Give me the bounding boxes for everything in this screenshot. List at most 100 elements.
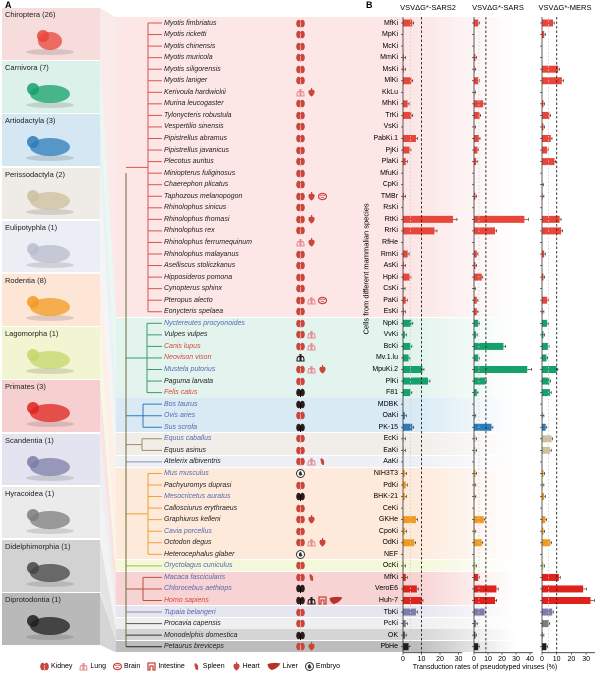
- group-band: [116, 560, 516, 571]
- bar: [403, 539, 415, 547]
- legend-label: Lung: [90, 663, 106, 670]
- order-connector: [100, 433, 116, 618]
- bar: [403, 262, 404, 270]
- organ-icons: [296, 538, 327, 548]
- kidney-icon: [296, 411, 305, 421]
- organ-icons: [296, 250, 305, 259]
- species-name: Monodelphis domestica: [164, 631, 238, 639]
- kidney-icon: [296, 515, 305, 525]
- bar: [542, 77, 562, 85]
- lung-icon: [307, 458, 316, 466]
- organ-icons: [296, 573, 316, 582]
- cell-line-label: RsKi: [383, 204, 398, 212]
- kidney-icon: [296, 227, 305, 236]
- bar: [474, 423, 492, 431]
- organ-icons: [296, 237, 316, 247]
- cell-line-label: CpoKi: [378, 527, 398, 535]
- organ-icons: [296, 584, 305, 594]
- treeshrew-illustration: [26, 455, 74, 481]
- lung-icon: [307, 597, 316, 605]
- organ-icons: [296, 30, 305, 40]
- kidney-icon: [296, 446, 305, 455]
- bar: [542, 597, 591, 604]
- organ-icons: [296, 411, 305, 421]
- cell-line-label: MhKi: [382, 100, 398, 108]
- legend-item-liver: Liver: [267, 662, 298, 671]
- bar: [542, 366, 557, 373]
- x-tick-label: 10: [552, 656, 561, 663]
- bar: [542, 65, 559, 73]
- order-connector: [100, 61, 116, 399]
- bar: [474, 516, 484, 524]
- hedgehog-illustration: [26, 242, 74, 268]
- kidney-icon: [296, 215, 305, 224]
- intestine-icon: [318, 596, 327, 605]
- bar: [542, 250, 545, 258]
- bar: [403, 377, 428, 385]
- kidney-icon: [296, 492, 305, 502]
- bar: [542, 435, 552, 443]
- order-box-dog: Carnivora (7): [2, 61, 100, 113]
- bar: [403, 192, 404, 200]
- bar: [403, 308, 404, 316]
- cell-line-label: MfKi: [384, 573, 398, 581]
- x-tick-label: 30: [454, 656, 463, 663]
- cell-line-label: EaKi: [383, 446, 398, 454]
- organ-icons: [296, 619, 305, 629]
- species-name: Cynopterus sphinx: [164, 285, 222, 293]
- group-band: [116, 467, 516, 560]
- cell-line-label: OK: [387, 631, 398, 639]
- organ-icons: [296, 214, 316, 224]
- order-box-opossum: Didelphimorphia (1): [2, 540, 100, 592]
- heart-icon: [308, 515, 315, 524]
- bar: [542, 377, 550, 385]
- cell-line-label: McKi: [382, 42, 398, 50]
- order-connector: [100, 593, 116, 653]
- bar: [474, 250, 477, 258]
- heart-icon: [308, 237, 315, 247]
- species-name: Miniopterus fuliginosus: [164, 169, 236, 177]
- cell-line-label: PjKi: [385, 146, 398, 154]
- bar: [474, 77, 479, 85]
- kidney-icon: [296, 573, 305, 582]
- species-name: Mesocricetus auratus: [164, 493, 231, 501]
- cell-line-label: MfuKi: [380, 169, 398, 177]
- bar: [474, 319, 479, 327]
- kidney-icon: [296, 180, 305, 190]
- order-box-sugar-glider: Diprotodontia (1): [2, 593, 100, 645]
- order-box-rabbit: Lagomorpha (1): [2, 327, 100, 379]
- species-name: Myotis ricketti: [164, 31, 207, 39]
- kidney-icon: [296, 365, 305, 374]
- bar: [474, 597, 495, 604]
- species-name: Myotis siligorensis: [164, 65, 221, 73]
- cell-line-label: VvKi: [383, 331, 398, 339]
- brain-icon: [318, 192, 327, 201]
- cell-line-label: KkLu: [382, 88, 398, 96]
- group-band: [116, 17, 516, 317]
- order-label: Eulipotyphla (1): [5, 222, 58, 232]
- bar: [403, 389, 411, 397]
- lung-icon: [296, 238, 305, 247]
- species-name: Vulpes vulpes: [164, 331, 208, 339]
- cell-line-label: OcKi: [382, 562, 398, 570]
- group-band: [116, 456, 516, 467]
- cell-line-label: MpKi: [382, 31, 398, 39]
- x-axis-label: Transduction rates of pseudotyped viruse…: [412, 664, 558, 671]
- organ-icons: [296, 608, 305, 617]
- group-band: [116, 617, 516, 629]
- organ-icons: [296, 19, 305, 28]
- kidney-icon: [296, 527, 305, 536]
- legend-label: Spleen: [202, 663, 225, 670]
- organ-icons: [296, 157, 305, 167]
- bar: [403, 366, 423, 373]
- sugar-glider-illustration: [26, 615, 74, 641]
- bar: [403, 562, 404, 570]
- organ-icons: [296, 111, 305, 120]
- bar: [474, 111, 480, 119]
- bar: [542, 215, 560, 223]
- kidney-icon: [296, 42, 305, 51]
- order-box-treeshrew: Scandentia (1): [2, 433, 100, 486]
- panel-b-label: B: [366, 0, 373, 10]
- order-box-hyrax: Hyracoidea (1): [2, 486, 100, 539]
